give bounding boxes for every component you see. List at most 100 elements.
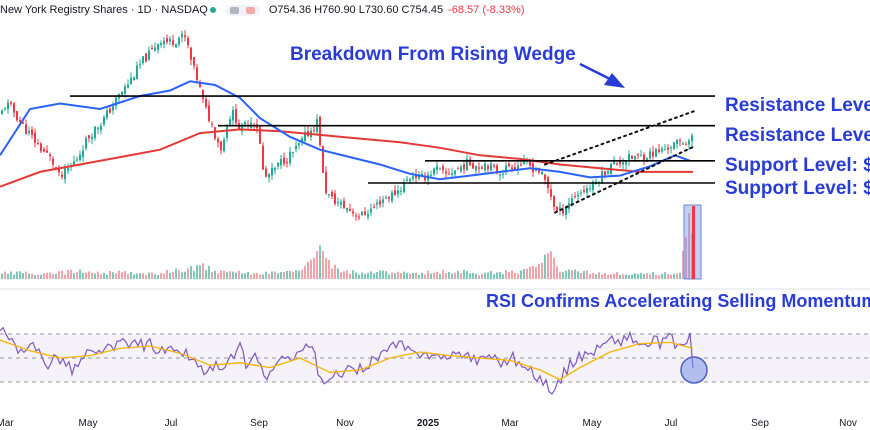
volume-bar xyxy=(124,271,126,279)
volume-bar xyxy=(145,275,147,279)
volume-bar xyxy=(25,271,27,279)
candle-body xyxy=(361,211,363,215)
candle-body xyxy=(217,138,219,143)
candle-body xyxy=(562,209,564,214)
volume-bar xyxy=(628,275,630,279)
x-tick-label: Sep xyxy=(751,418,769,429)
candle-body xyxy=(496,165,498,174)
candle-body xyxy=(499,174,501,176)
candle-body xyxy=(199,81,201,87)
volume-bar xyxy=(472,272,474,279)
volume-bar xyxy=(301,269,303,279)
volume-bar xyxy=(181,272,183,279)
candle-body xyxy=(331,191,333,197)
candle-body xyxy=(556,206,558,212)
candle-body xyxy=(577,194,579,197)
compare-toggle[interactable] xyxy=(225,4,260,16)
candle-body xyxy=(433,168,435,175)
candle-body xyxy=(391,192,393,202)
candle-body xyxy=(481,167,483,169)
volume-bar xyxy=(250,274,252,279)
volume-bar xyxy=(229,271,231,279)
volume-bar xyxy=(28,273,30,279)
candle-body xyxy=(613,161,615,165)
volume-bar xyxy=(664,272,666,279)
annotation-wedge: Breakdown From Rising Wedge xyxy=(290,44,576,65)
volume-bar xyxy=(580,273,582,279)
candle-body xyxy=(400,190,402,192)
candle-body xyxy=(19,120,21,122)
candle-body xyxy=(286,162,288,164)
x-tick-label: Sep xyxy=(250,418,268,429)
volume-bar xyxy=(127,273,129,279)
candle-body xyxy=(352,211,354,214)
volume-bar xyxy=(583,270,585,279)
volume-bar xyxy=(382,270,384,279)
candle-body xyxy=(133,77,135,81)
candle-body xyxy=(208,105,210,122)
volume-bar xyxy=(232,271,234,279)
candle-body xyxy=(607,171,609,174)
candle-body xyxy=(661,148,663,152)
volume-bar xyxy=(289,270,291,279)
volume-bar xyxy=(214,270,216,279)
open-label: O xyxy=(268,4,278,16)
volume-bar xyxy=(592,273,594,279)
candle-body xyxy=(676,139,678,144)
candle-body xyxy=(580,192,582,194)
volume-bar xyxy=(517,273,519,279)
candle-body xyxy=(376,202,378,205)
volume-bar xyxy=(640,272,642,279)
candle-body xyxy=(334,193,336,204)
volume-bar xyxy=(49,272,51,279)
volume-bar xyxy=(601,274,603,279)
candle-body xyxy=(163,40,165,45)
volume-bar xyxy=(64,274,66,279)
volume-bar xyxy=(514,273,516,279)
volume-bar xyxy=(352,270,354,279)
volume-bar xyxy=(436,271,438,279)
candle-body xyxy=(325,171,327,194)
volume-bar xyxy=(211,272,213,279)
candle-body xyxy=(25,124,27,135)
volume-bar xyxy=(106,274,108,279)
candle-body xyxy=(544,174,546,180)
volume-bar xyxy=(268,274,270,279)
candle-body xyxy=(625,161,627,165)
candle-body xyxy=(91,136,93,139)
open-value: 754.36 xyxy=(277,4,312,16)
candle-body xyxy=(244,122,246,125)
volume-bar xyxy=(688,213,690,279)
volume-bar xyxy=(37,274,39,279)
candle-body xyxy=(505,165,507,173)
candle-body xyxy=(181,33,183,38)
candle-body xyxy=(463,164,465,170)
volume-bar xyxy=(379,270,381,279)
volume-bar xyxy=(562,271,564,279)
volume-bar xyxy=(535,267,537,279)
candle-body xyxy=(553,196,555,207)
volume-bar xyxy=(685,237,687,279)
candle-body xyxy=(7,102,9,110)
wedge-lower-line xyxy=(554,145,696,214)
candle-body xyxy=(421,173,423,177)
candle-body xyxy=(49,154,51,157)
volume-bar xyxy=(52,274,54,279)
candle-body xyxy=(688,140,690,145)
volume-bar xyxy=(4,271,6,279)
volume-bar xyxy=(448,271,450,279)
candle-body xyxy=(568,203,570,209)
volume-bar xyxy=(271,271,273,279)
candle-body xyxy=(142,56,144,64)
annotation-support-1: Support Level: $ xyxy=(725,155,870,176)
candle-body xyxy=(349,209,351,211)
candle-body xyxy=(445,171,447,174)
volume-bar xyxy=(439,273,441,279)
volume-bar xyxy=(1,273,3,279)
volume-bar xyxy=(220,270,222,279)
candle-body xyxy=(13,103,15,113)
x-tick-label: Jul xyxy=(665,418,678,429)
candle-body xyxy=(193,57,195,66)
volume-bar xyxy=(502,274,504,279)
